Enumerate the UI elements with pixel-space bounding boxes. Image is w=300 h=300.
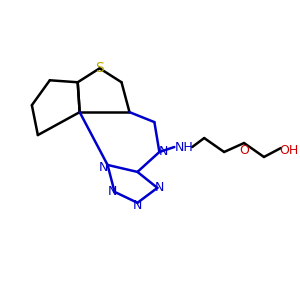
Text: N: N [155, 182, 164, 194]
Text: S: S [95, 61, 104, 75]
Text: NH: NH [175, 140, 194, 154]
Text: O: O [239, 145, 249, 158]
Text: N: N [108, 185, 117, 198]
Text: N: N [159, 146, 168, 158]
Text: OH: OH [279, 145, 298, 158]
Text: N: N [99, 161, 108, 174]
Text: N: N [133, 199, 142, 212]
